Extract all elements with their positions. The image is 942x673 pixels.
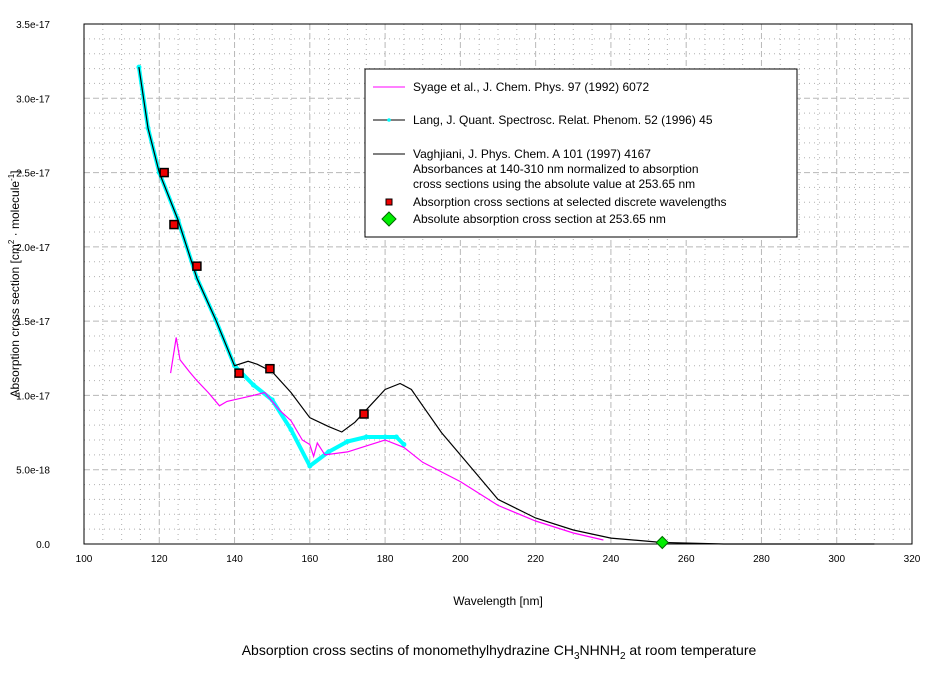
- y-tick-label: 1.5e-17: [16, 317, 50, 328]
- data-point-lang: [382, 434, 388, 440]
- legend-marker-absolute: [381, 211, 397, 227]
- legend-label-vaghjiani-line3: cross sections using the absolute value …: [413, 177, 695, 191]
- legend-marker-lang: [387, 118, 391, 122]
- x-tick-label: 140: [226, 554, 243, 565]
- y-tick-label: 1.0e-17: [16, 391, 50, 402]
- x-tick-label: 260: [678, 554, 695, 565]
- legend-label-vaghjiani: Vaghjiani, J. Phys. Chem. A 101 (1997) 4…: [413, 147, 651, 161]
- data-point-lang: [393, 434, 399, 440]
- x-tick-label: 180: [377, 554, 394, 565]
- data-point-lang: [307, 463, 313, 469]
- data-point-lang: [136, 64, 142, 70]
- data-point-lang: [269, 397, 275, 403]
- data-point-lang: [326, 449, 332, 455]
- y-tick-label: 2.5e-17: [16, 169, 50, 180]
- x-tick-label: 200: [452, 554, 469, 565]
- y-axis-label: Absorption cross section [cm2 · molecule…: [7, 170, 22, 397]
- series-line-lang: [136, 66, 406, 468]
- data-point-lang: [250, 382, 256, 388]
- y-tick-label: 3.5e-17: [16, 20, 50, 31]
- legend-label-absolute: Absolute absorption cross section at 253…: [413, 212, 666, 226]
- data-point-discrete: [169, 219, 179, 230]
- legend-label-syage: Syage et al., J. Chem. Phys. 97 (1992) 6…: [413, 80, 649, 94]
- chart-title: Absorption cross sectins of monomethylhy…: [242, 642, 757, 662]
- legend-label-vaghjiani-line2: Absorbances at 140-310 nm normalized to …: [413, 162, 699, 176]
- x-tick-label: 240: [603, 554, 620, 565]
- data-point-discrete: [159, 167, 169, 178]
- data-point-lang: [401, 441, 407, 447]
- x-tick-label: 100: [76, 554, 93, 565]
- x-tick-label: 160: [301, 554, 318, 565]
- legend-label-lang: Lang, J. Quant. Spectrosc. Relat. Phenom…: [413, 113, 713, 127]
- x-tick-label: 300: [828, 554, 845, 565]
- y-tick-label: 3.0e-17: [16, 94, 50, 105]
- data-point-lang: [363, 434, 369, 440]
- legend: Syage et al., J. Chem. Phys. 97 (1992) 6…: [364, 68, 798, 238]
- y-tick-label: 0.0: [36, 540, 50, 551]
- data-point-absolute: [655, 535, 669, 550]
- data-point-discrete: [234, 368, 244, 378]
- data-point-lang: [344, 438, 350, 444]
- data-point-lang: [288, 427, 294, 433]
- series-line-syage: [170, 337, 604, 541]
- plot-frame: [83, 23, 913, 545]
- data-point-discrete: [265, 363, 275, 374]
- data-point-discrete: [359, 409, 369, 419]
- series-layer: [136, 64, 875, 550]
- legend-marker-discrete: [385, 198, 393, 206]
- x-tick-label: 220: [527, 554, 544, 565]
- x-tick-label: 120: [151, 554, 168, 565]
- data-point-discrete: [192, 261, 202, 271]
- x-axis-label: Wavelength [nm]: [453, 594, 543, 608]
- x-tick-label: 320: [904, 554, 921, 565]
- y-tick-label: 5.0e-18: [16, 466, 50, 477]
- x-tick-label: 280: [753, 554, 770, 565]
- y-tick-label: 2.0e-17: [16, 243, 50, 254]
- legend-label-discrete: Absorption cross sections at selected di…: [413, 195, 727, 209]
- axis-ticks: 100 120 140 160 180 200 220 240 260 280 300 320 0.0 5…: [16, 20, 921, 565]
